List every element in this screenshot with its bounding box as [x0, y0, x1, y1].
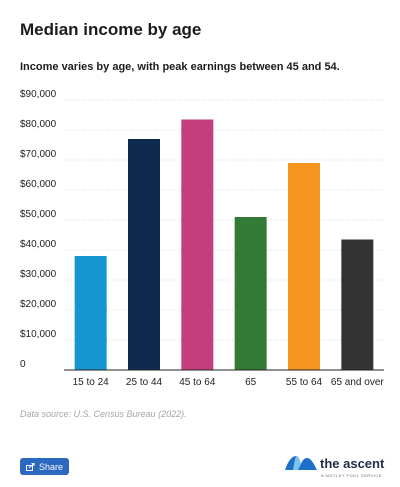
x-category-label: 15 to 24: [73, 377, 110, 388]
y-tick-label: $40,000: [20, 239, 57, 250]
bar: [74, 256, 107, 370]
y-axis-ticks: 0 $10,000 $20,000 $30,000 $40,000 $50,000 $60,…: [20, 89, 57, 370]
share-icon: [25, 462, 35, 471]
bar: [288, 163, 320, 370]
bar-chart: 0 $10,000 $20,000 $30,000 $40,000 $50,000 $60,…: [20, 89, 385, 388]
bar: [181, 119, 214, 370]
brand-tagline: A MOTLEY FOOL SERVICE: [321, 473, 382, 478]
x-category-label: 25 to 44: [126, 377, 163, 388]
bars: [74, 119, 374, 370]
x-axis-labels: 15 to 24 25 to 44 45 to 64 65 55 to 64 65 and…: [73, 377, 385, 388]
gridlines: [64, 99, 384, 341]
y-tick-label: $80,000: [20, 119, 57, 130]
y-tick-label: 0: [20, 359, 26, 370]
y-tick-label: $20,000: [20, 299, 57, 310]
brand-name: the ascent: [320, 456, 385, 471]
share-button-label: Share: [38, 461, 64, 472]
ascent-logo-icon: [284, 455, 318, 476]
chart-title: Median income by age: [20, 20, 202, 39]
y-tick-label: $90,000: [20, 89, 57, 100]
bar: [341, 239, 374, 370]
x-category-label: 55 to 64: [286, 377, 323, 388]
y-tick-label: $50,000: [20, 209, 57, 220]
bar: [234, 217, 267, 370]
x-category-label: 65: [245, 377, 257, 388]
chart-subtitle: Income varies by age, with peak earnings…: [20, 61, 340, 73]
brand-logo: the ascent A MOTLEY FOOL SERVICE: [284, 451, 384, 481]
y-tick-label: $60,000: [20, 179, 57, 190]
data-source-note: Data source: U.S. Census Bureau (2022).: [20, 409, 187, 419]
x-category-label: 65 and over: [331, 377, 384, 388]
y-tick-label: $70,000: [20, 149, 57, 160]
x-category-label: 45 to 64: [179, 377, 216, 388]
y-tick-label: $30,000: [20, 269, 57, 280]
bar: [128, 139, 160, 370]
y-tick-label: $10,000: [20, 329, 57, 340]
share-button[interactable]: Share: [20, 458, 69, 475]
